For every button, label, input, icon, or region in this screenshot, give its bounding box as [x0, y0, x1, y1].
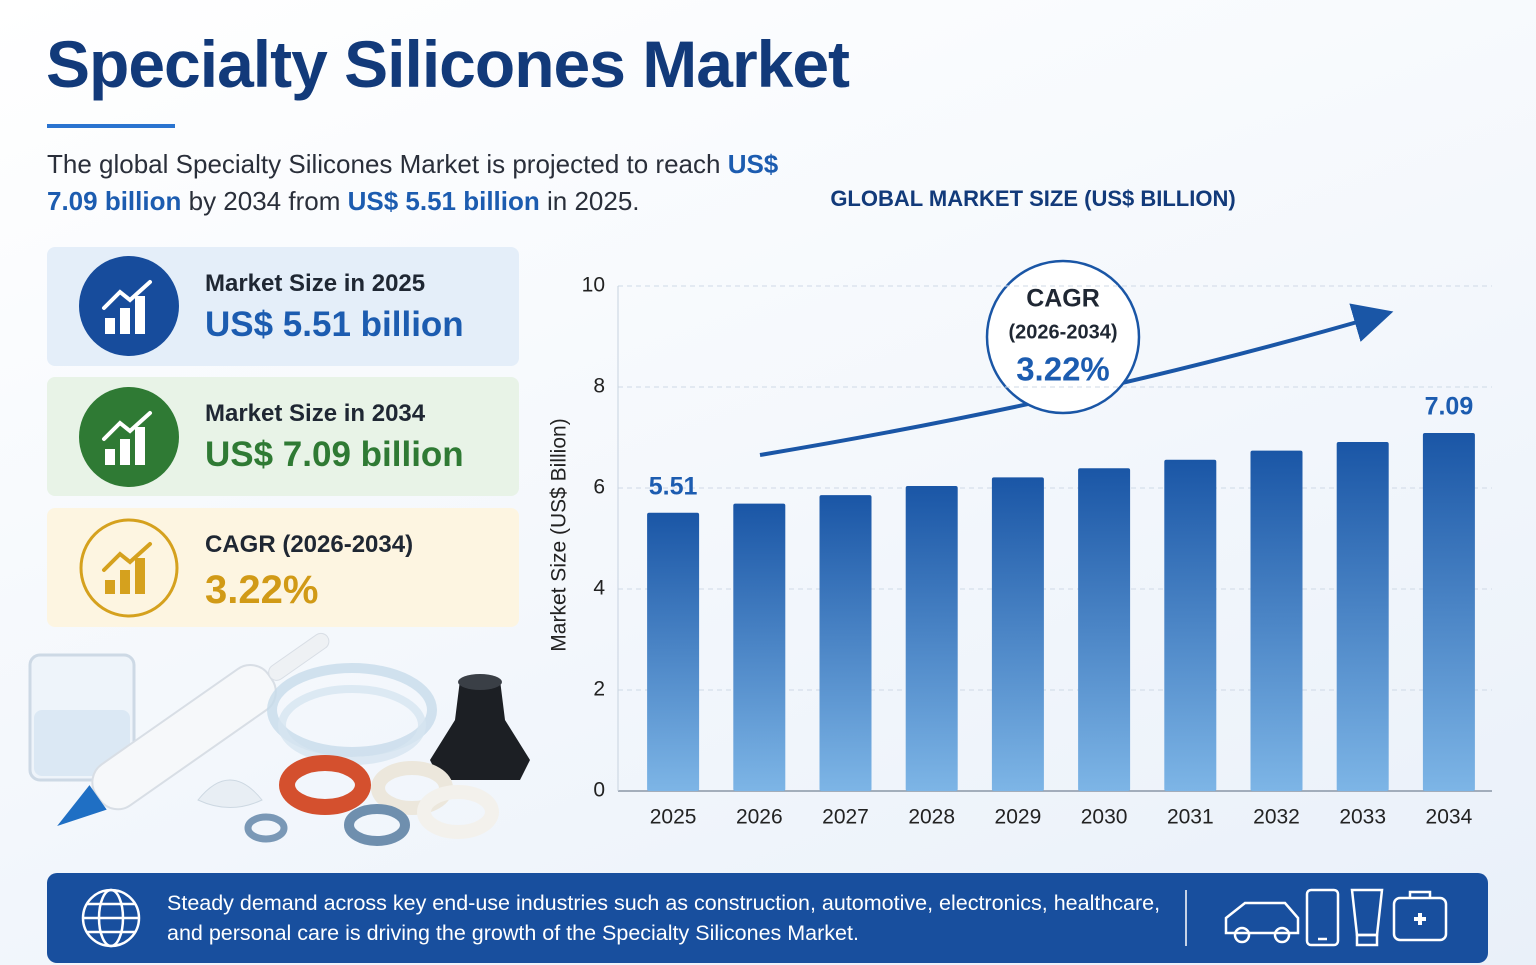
footer-icons: [81, 888, 1448, 948]
footer-bg: [47, 873, 1488, 963]
cagr-label: CAGR: [1026, 285, 1100, 313]
y-axis-label: Market Size (US$ Billion): [548, 418, 571, 651]
intro-text: in 2025.: [547, 186, 640, 216]
bar: [1078, 468, 1131, 791]
chart-title: GLOBAL MARKET SIZE (US$ BILLION): [830, 186, 1235, 211]
card-icon: [79, 518, 179, 618]
bar: [819, 495, 872, 791]
intro-highlight: US$ 5.51 billion: [347, 186, 540, 216]
page-title: Specialty Silicones Market: [46, 27, 850, 101]
cagr-badge: [985, 259, 1141, 415]
y-tick-label: 2: [593, 678, 605, 701]
card-icon: [79, 256, 179, 356]
card-value: US$ 7.09 billion: [205, 435, 464, 474]
x-tick-label: 2032: [1253, 806, 1300, 829]
y-tick-label: 4: [593, 577, 605, 600]
bar: [647, 512, 700, 791]
card-value: US$ 5.51 billion: [205, 305, 464, 344]
x-tick-label: 2026: [736, 806, 783, 829]
y-tick-label: 6: [593, 476, 605, 499]
bar: [991, 477, 1044, 791]
bar: [1250, 450, 1303, 791]
x-tick-label: 2029: [995, 806, 1042, 829]
card-value: 3.22%: [205, 568, 319, 612]
y-tick-label: 0: [593, 779, 605, 802]
y-tick-label: 8: [593, 375, 605, 398]
x-tick-label: 2033: [1339, 806, 1386, 829]
bar: [1422, 432, 1475, 791]
cagr-period: (2026-2034): [1009, 321, 1118, 343]
value-label: 5.51: [649, 472, 698, 500]
intro-text: The global Specialty Silicones Market is…: [47, 149, 721, 179]
product-illustration: [28, 632, 530, 846]
x-tick-label: 2027: [822, 806, 869, 829]
card-label: Market Size in 2034: [205, 400, 426, 427]
bar: [733, 503, 786, 791]
card-icon: [79, 387, 179, 487]
y-tick-label: 10: [582, 274, 605, 297]
x-tick-label: 2034: [1426, 806, 1473, 829]
x-tick-label: 2030: [1081, 806, 1128, 829]
intro-highlight: US$ 7.09 billion: [47, 149, 779, 216]
value-label: 7.09: [1425, 393, 1474, 421]
bar: [1164, 459, 1217, 791]
bar: [1336, 442, 1389, 791]
cagr-value: 3.22%: [1016, 351, 1110, 388]
x-tick-label: 2025: [650, 806, 697, 829]
icon-bars: [105, 296, 145, 465]
card-label: Market Size in 2025: [205, 270, 426, 297]
footer-text: Steady demand across key end-use industr…: [167, 891, 1161, 945]
intro-text: by 2034 from: [188, 186, 341, 216]
x-tick-label: 2031: [1167, 806, 1214, 829]
intro-text: The global Specialty Silicones Market is…: [47, 146, 807, 220]
bar: [905, 485, 958, 791]
x-tick-label: 2028: [908, 806, 955, 829]
card-label: CAGR (2026-2034): [205, 531, 414, 558]
